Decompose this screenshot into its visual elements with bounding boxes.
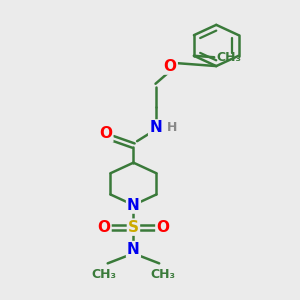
Text: N: N <box>127 242 140 257</box>
Text: O: O <box>156 220 170 235</box>
Text: CH₃: CH₃ <box>92 268 116 281</box>
Text: CH₃: CH₃ <box>217 51 242 64</box>
Text: N: N <box>149 120 162 135</box>
Text: N: N <box>127 198 140 213</box>
Text: H: H <box>167 122 178 134</box>
Text: S: S <box>128 220 139 235</box>
Text: O: O <box>164 58 177 74</box>
Text: O: O <box>98 220 110 235</box>
Text: O: O <box>99 126 112 141</box>
Text: CH₃: CH₃ <box>150 268 176 281</box>
